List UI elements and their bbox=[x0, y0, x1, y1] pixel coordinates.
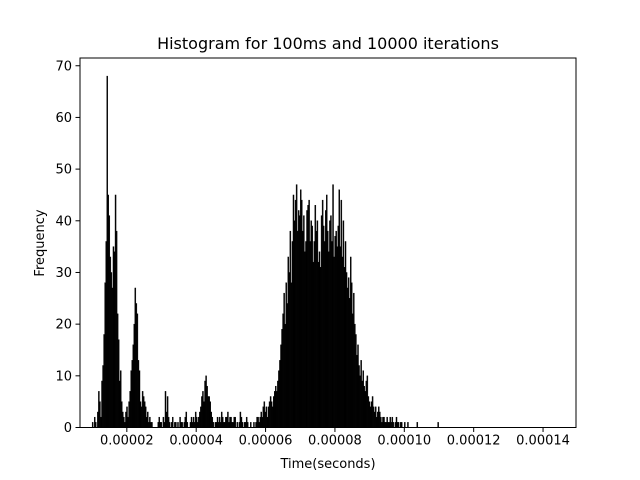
chart-title: Histogram for 100ms and 10000 iterations bbox=[157, 34, 499, 53]
y-tick-label: 30 bbox=[55, 266, 72, 281]
y-tick-label: 60 bbox=[55, 111, 72, 126]
x-tick-label: 0.00002 bbox=[100, 434, 154, 449]
y-tick-label: 70 bbox=[55, 59, 72, 74]
histogram-bar bbox=[416, 422, 419, 428]
histogram-bar bbox=[250, 422, 252, 428]
histogram-bar bbox=[407, 422, 409, 428]
y-tick-label: 20 bbox=[55, 318, 72, 333]
histogram-bar bbox=[91, 422, 94, 428]
histogram-bar bbox=[160, 422, 163, 428]
x-tick-label: 0.00014 bbox=[516, 434, 570, 449]
plot-frame bbox=[79, 57, 577, 428]
histogram-bar bbox=[212, 422, 215, 428]
histogram-bar bbox=[151, 422, 153, 428]
histogram-bar bbox=[400, 422, 403, 428]
y-tick-label: 0 bbox=[64, 421, 72, 436]
x-tick-label: 0.00004 bbox=[169, 434, 223, 449]
x-axis-ticks: 0.00002 0.00004 0.00006 0.00008 0.00010 0.000… bbox=[100, 427, 570, 449]
histogram-bar bbox=[392, 422, 395, 428]
histogram-bar bbox=[253, 422, 255, 428]
histogram-bar bbox=[172, 416, 174, 428]
histogram-bar bbox=[246, 422, 249, 428]
y-tick-label: 50 bbox=[55, 163, 72, 178]
histogram-bar bbox=[95, 422, 97, 428]
x-axis-label: Time(seconds) bbox=[279, 457, 375, 472]
y-tick-label: 10 bbox=[55, 369, 72, 384]
histogram-bar bbox=[404, 422, 406, 428]
x-tick-label: 0.00008 bbox=[308, 434, 362, 449]
histogram-bar bbox=[234, 416, 236, 428]
histogram-bar bbox=[177, 422, 179, 428]
x-tick-label: 0.00012 bbox=[447, 434, 501, 449]
histogram-bar bbox=[181, 422, 183, 428]
histogram-bar bbox=[168, 422, 171, 428]
histogram-bar bbox=[175, 422, 177, 428]
histogram-bar bbox=[241, 422, 244, 428]
histogram-bar bbox=[437, 422, 439, 428]
x-tick-label: 0.00006 bbox=[239, 434, 293, 449]
histogram-bar bbox=[236, 422, 239, 428]
y-tick-label: 40 bbox=[55, 214, 72, 229]
x-tick-label: 0.00010 bbox=[377, 434, 431, 449]
histogram-bar bbox=[397, 422, 400, 428]
histogram-bar bbox=[186, 422, 189, 428]
y-axis-ticks: 0 10 20 30 40 50 60 70 bbox=[55, 59, 80, 436]
y-axis-label: Frequency bbox=[33, 209, 48, 276]
